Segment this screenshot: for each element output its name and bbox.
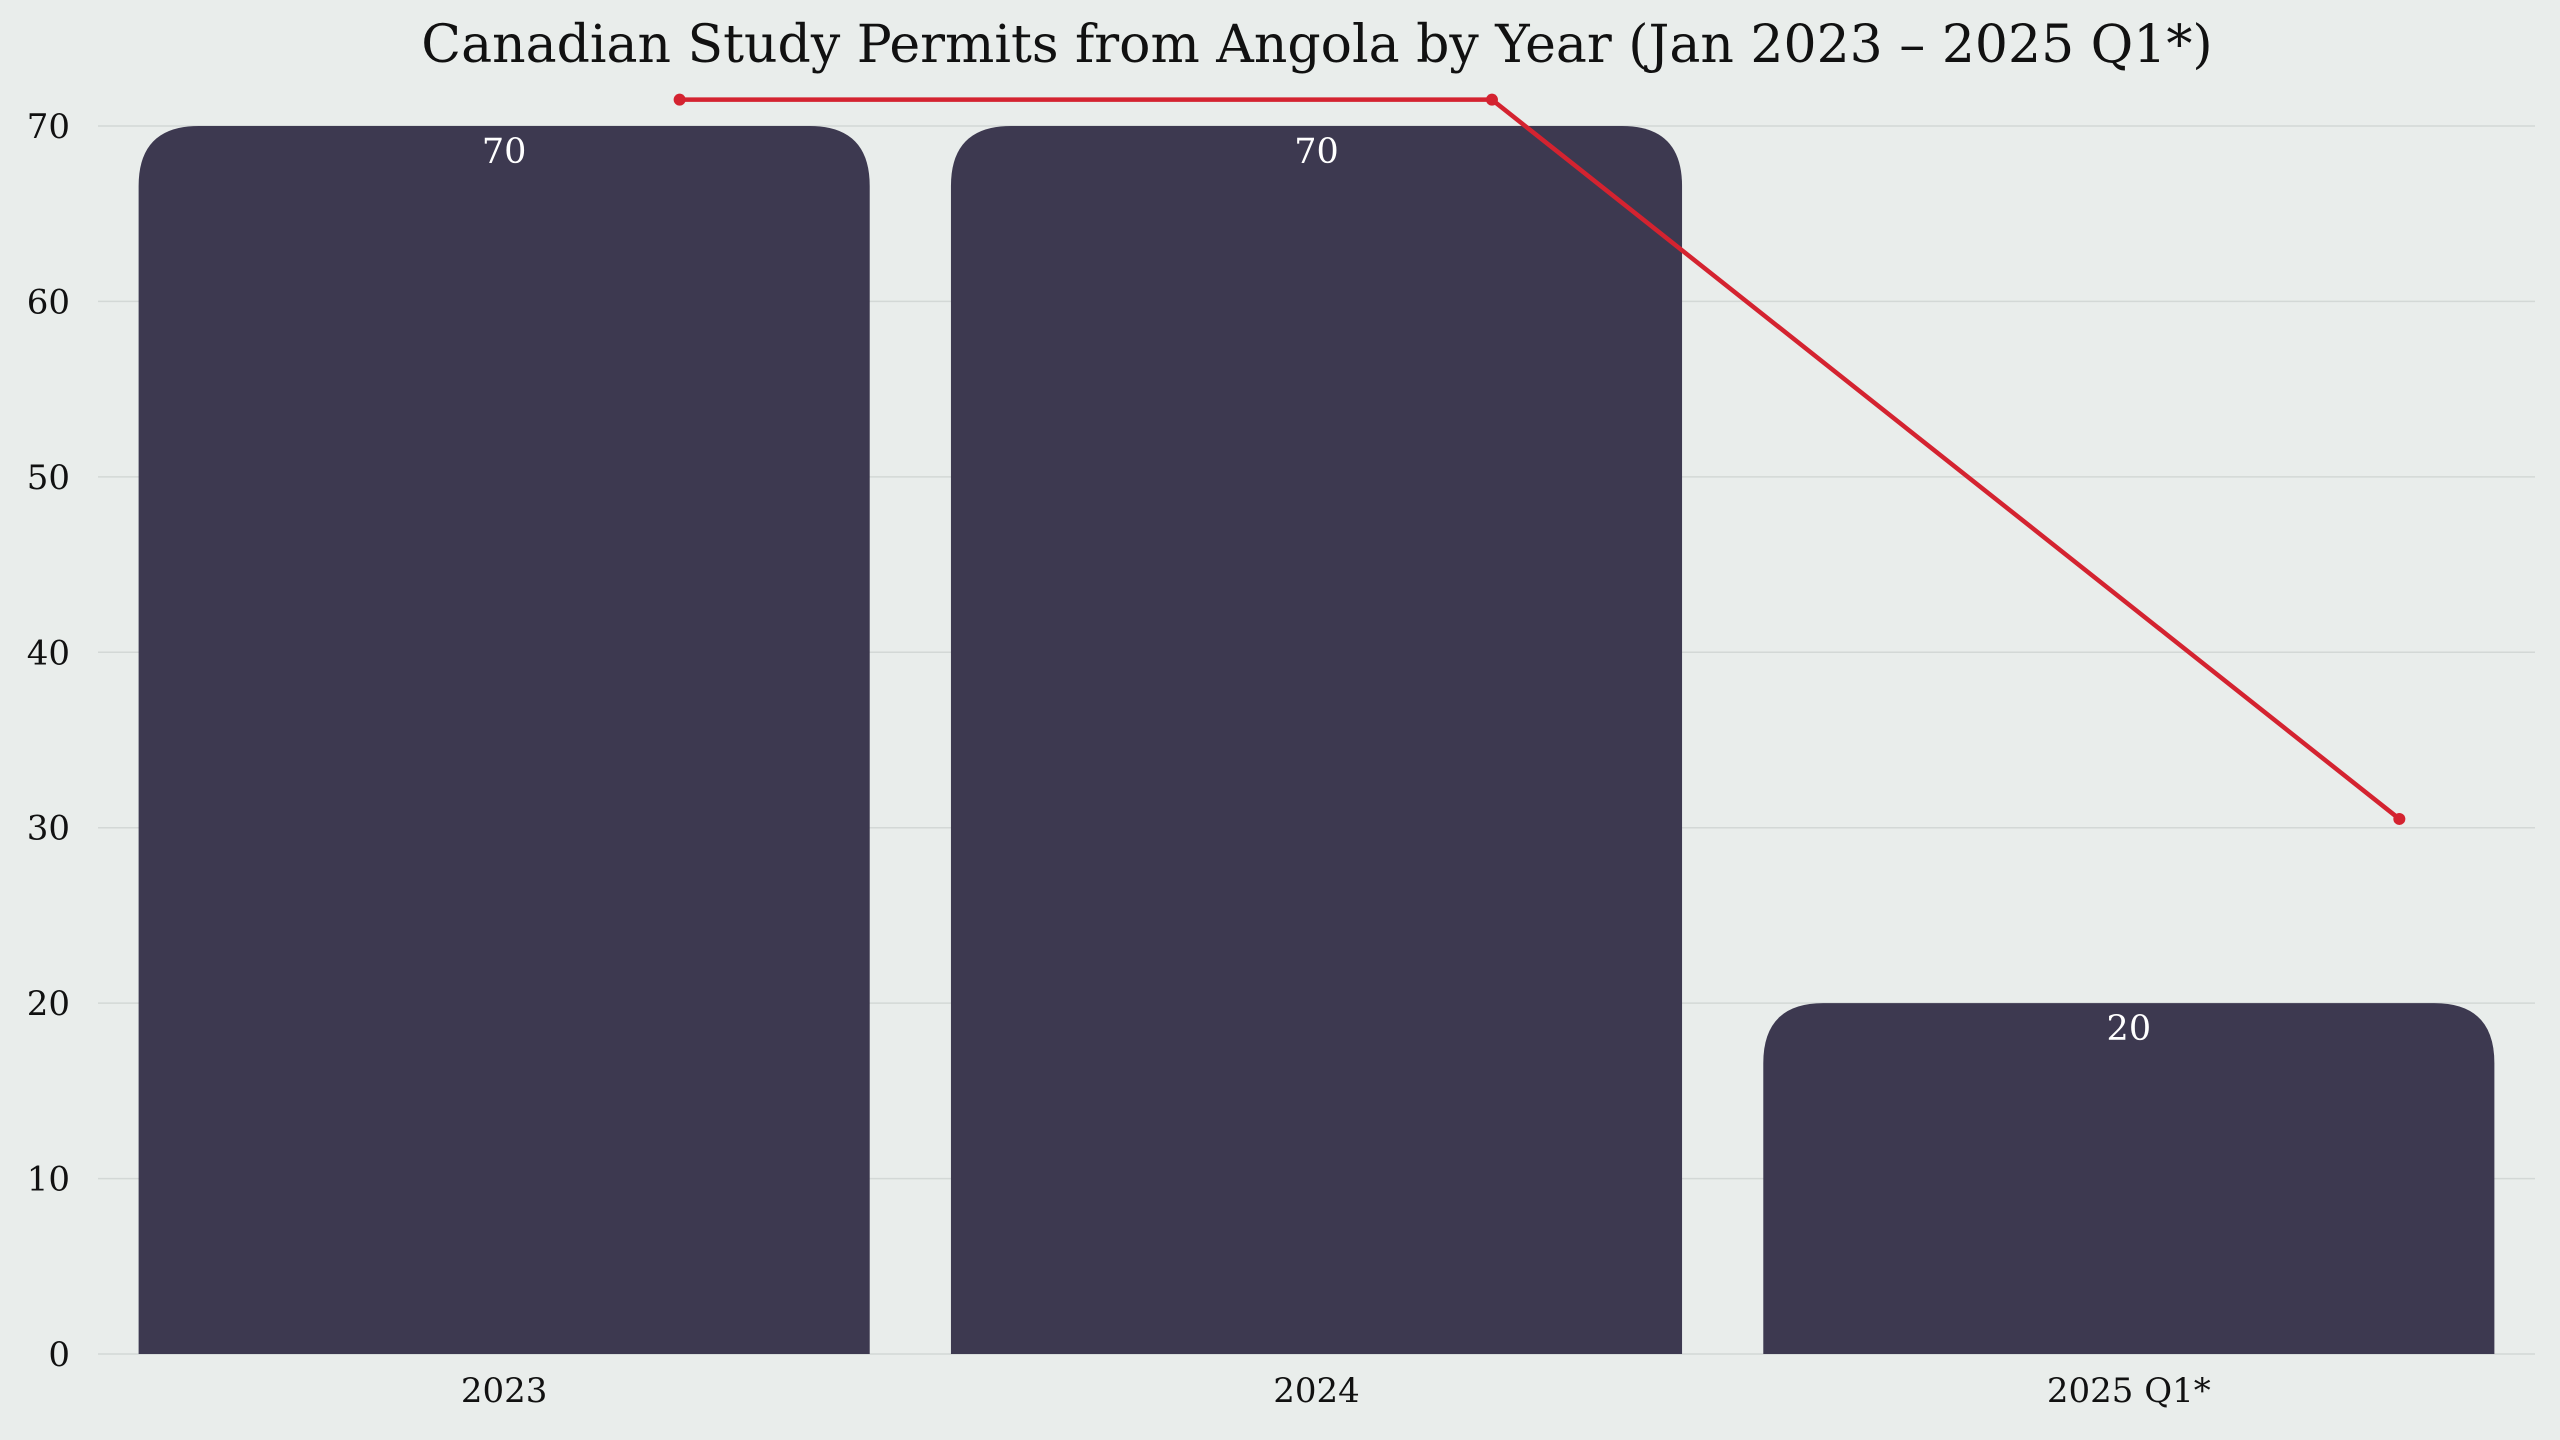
y-tick-label: 0 (48, 1335, 70, 1375)
bar-2024 (950, 126, 1683, 1354)
trend-point (2393, 812, 2406, 825)
y-tick-label: 20 (27, 984, 70, 1024)
bar-2023 (138, 126, 870, 1354)
data-labels: 70 70 20 (482, 132, 2151, 1049)
chart-title: Canadian Study Permits from Angola by Ye… (421, 15, 2212, 75)
y-tick-label: 60 (27, 282, 70, 322)
x-tick-label: 2025 Q1* (2047, 1371, 2211, 1411)
y-tick-label: 40 (27, 633, 70, 673)
x-tick-label: 2024 (1273, 1371, 1360, 1411)
trend-point (1485, 93, 1498, 106)
y-tick-label: 10 (27, 1160, 70, 1200)
y-axis-ticks: 0 10 20 30 40 50 60 70 (27, 107, 70, 1375)
y-tick-label: 50 (27, 458, 70, 498)
x-tick-label: 2023 (461, 1371, 548, 1411)
bar-2025-q1- (1763, 1003, 2495, 1354)
data-label: 70 (1294, 132, 1339, 172)
y-tick-label: 70 (27, 107, 70, 147)
data-label: 70 (482, 132, 527, 172)
data-label: 20 (2107, 1009, 2152, 1049)
bars (138, 126, 2495, 1354)
trend-point (673, 93, 686, 106)
x-axis-ticks: 2023 2024 2025 Q1* (461, 1371, 2211, 1411)
trend-line (673, 93, 2406, 825)
y-tick-label: 30 (27, 809, 70, 849)
